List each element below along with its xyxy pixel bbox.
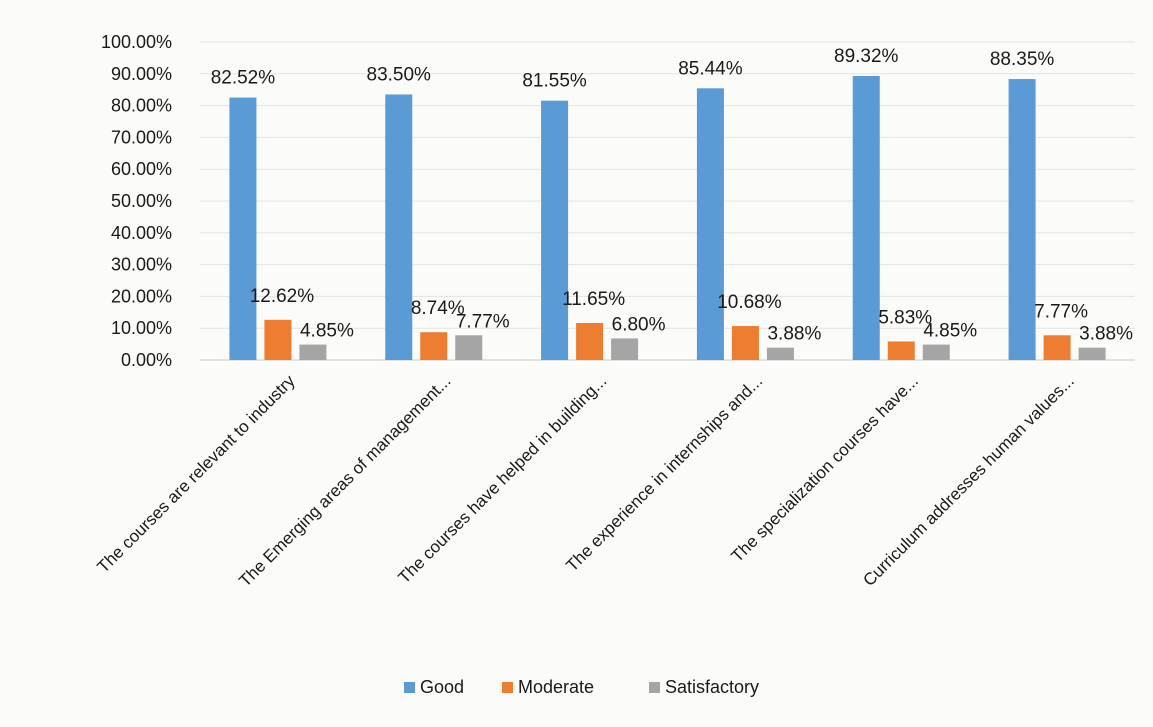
bar-satisfactory: [611, 338, 639, 360]
bar-good: [385, 94, 413, 360]
bars: [229, 75, 1106, 361]
y-tick-label: 40.00%: [111, 223, 172, 243]
y-tick-label: 50.00%: [111, 191, 172, 211]
legend-swatch-moderate: [502, 682, 513, 693]
y-tick-label: 0.00%: [121, 350, 172, 370]
data-labels: 82.52%12.62%4.85%83.50%8.74%7.77%81.55%1…: [211, 46, 1133, 345]
category-label: The specialization courses have...: [728, 371, 923, 566]
data-label-moderate: 7.77%: [1034, 301, 1088, 322]
data-label-moderate: 12.62%: [250, 286, 315, 307]
data-label-good: 83.50%: [367, 64, 432, 85]
bar-satisfactory: [766, 347, 794, 360]
y-tick-label: 20.00%: [111, 286, 172, 306]
y-tick-label: 60.00%: [111, 159, 172, 179]
legend-label-good: Good: [420, 677, 464, 697]
bar-moderate: [887, 341, 915, 360]
bar-moderate: [1043, 335, 1071, 360]
data-label-satisfactory: 6.80%: [612, 314, 666, 335]
data-label-good: 82.52%: [211, 68, 276, 89]
data-label-good: 89.32%: [834, 46, 899, 67]
category-labels: The courses are relevant to industryThe …: [94, 371, 1078, 591]
bar-moderate: [576, 322, 604, 360]
y-axis-ticks: 0.00% 10.00% 20.00% 30.00% 40.00% 50.00% 60.00…: [101, 32, 172, 370]
bar-satisfactory: [922, 344, 950, 360]
data-label-good: 81.55%: [522, 71, 587, 92]
bar-good: [541, 100, 569, 361]
legend: Good Moderate Satisfactory: [404, 677, 759, 697]
data-label-good: 88.35%: [990, 49, 1055, 70]
y-tick-label: 10.00%: [111, 318, 172, 338]
bar-satisfactory: [455, 335, 483, 360]
bar-moderate: [420, 332, 448, 360]
data-label-moderate: 8.74%: [411, 298, 465, 319]
legend-swatch-satisfactory: [649, 682, 660, 693]
data-label-satisfactory: 3.88%: [767, 324, 821, 345]
legend-swatch-good: [404, 682, 415, 693]
bar-moderate: [731, 326, 759, 360]
data-label-moderate: 10.68%: [717, 292, 782, 313]
data-label-moderate: 5.83%: [878, 307, 932, 328]
y-tick-label: 90.00%: [111, 64, 172, 84]
legend-label-satisfactory: Satisfactory: [665, 677, 759, 697]
y-tick-label: 80.00%: [111, 96, 172, 116]
gridlines: [200, 41, 1135, 361]
data-label-good: 85.44%: [678, 58, 743, 79]
bar-satisfactory: [299, 344, 327, 360]
data-label-moderate: 11.65%: [562, 289, 625, 310]
bar-moderate: [264, 319, 292, 360]
bar-satisfactory: [1078, 347, 1106, 360]
y-tick-label: 70.00%: [111, 127, 172, 147]
bar-good: [852, 75, 880, 360]
bar-good: [696, 88, 724, 361]
data-label-satisfactory: 3.88%: [1079, 324, 1133, 345]
bar-good: [1008, 79, 1036, 360]
y-tick-label: 100.00%: [101, 32, 172, 52]
y-tick-label: 30.00%: [111, 255, 172, 275]
data-label-satisfactory: 4.85%: [923, 321, 977, 342]
data-label-satisfactory: 7.77%: [456, 311, 510, 332]
bar-good: [229, 97, 257, 361]
data-label-satisfactory: 4.85%: [300, 321, 354, 342]
legend-label-moderate: Moderate: [518, 677, 594, 697]
